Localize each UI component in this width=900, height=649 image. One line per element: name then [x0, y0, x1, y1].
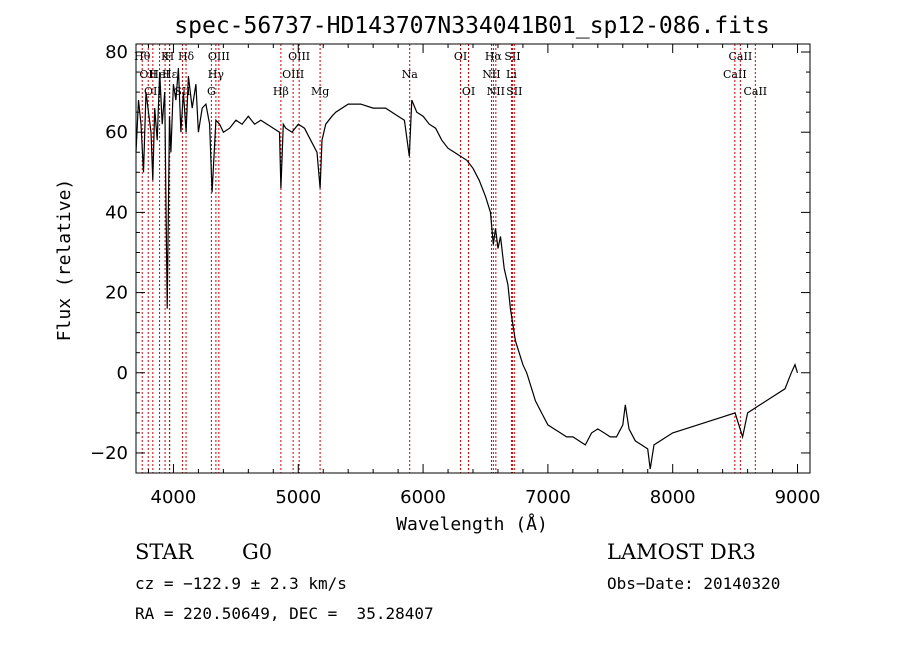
line-label-nii: NII [487, 85, 505, 98]
line-label-sii: SII [174, 85, 190, 98]
line-label-h: H [165, 50, 175, 63]
line-label-k: K [161, 50, 170, 63]
ra-dec-coordinates: RA = 220.50649, DEC = 35.28407 [135, 604, 434, 623]
x-tick-label: 5000 [275, 487, 321, 508]
line-label-oiii: OIII [208, 50, 230, 63]
plot-frame [135, 43, 811, 474]
line-label-caii: CaII [729, 50, 753, 63]
y-tick-label: 20 [105, 283, 128, 304]
redshift-cz: cz = −122.9 ± 2.3 km/s [135, 574, 347, 593]
line-label-li: Li [506, 68, 517, 81]
line-label-hδ: Hδ [178, 50, 195, 63]
line-label-g: G [207, 85, 216, 98]
line-label-mg: Mg [311, 85, 329, 98]
spectral-line-markers [141, 44, 756, 473]
chart-title: spec-56737-HD143707N334041B01_sp12-086.f… [174, 13, 769, 39]
line-label-oiii: OIII [288, 50, 310, 63]
x-tick-label: 7000 [525, 487, 571, 508]
y-tick-label: 80 [105, 42, 128, 63]
observation-date: Obs−Date: 20140320 [607, 574, 781, 593]
x-axis-label: Wavelength (Å) [396, 513, 548, 535]
line-label-caii: CaII [723, 68, 747, 81]
line-label-na: Na [402, 68, 419, 81]
line-label-sii: SII [506, 85, 522, 98]
line-label-oiii: OIII [282, 68, 304, 81]
line-label-nii: NII [482, 68, 500, 81]
line-label-oi: OI [454, 50, 467, 63]
x-tick-label: 8000 [650, 487, 696, 508]
survey-name: LAMOST DR3 [607, 540, 756, 564]
spectrum-line [135, 68, 799, 470]
y-tick-label: 60 [105, 122, 128, 143]
line-label-oii: OII [144, 85, 162, 98]
y-axis-label: Flux (relative) [54, 179, 75, 342]
y-tick-label: 40 [105, 202, 128, 223]
x-tick-label: 6000 [400, 487, 446, 508]
object-class: STAR [135, 540, 194, 564]
y-axis-ticks: −20 0 20 40 60 80 [90, 42, 810, 464]
y-tick-label: −20 [90, 443, 128, 464]
line-label-sii: SII [504, 50, 520, 63]
spectral-line-labels: HθOIIOIIHeIKHHεSIIHδGHγOIIIHβOIIIOIIIMgN… [134, 50, 767, 98]
line-label-hβ: Hβ [273, 85, 289, 98]
line-label-caii: CaII [743, 85, 767, 98]
line-label-hα: Hα [485, 50, 503, 63]
line-label-hε: Hε [162, 68, 178, 81]
x-axis-ticks: 4000 5000 6000 7000 8000 9000 [147, 44, 821, 508]
y-tick-label: 0 [117, 363, 128, 384]
x-tick-label: 9000 [775, 487, 821, 508]
line-label-oi: OI [462, 85, 475, 98]
spectral-subclass: G0 [242, 540, 273, 564]
line-label-hγ: Hγ [208, 68, 225, 81]
line-label-hθ: Hθ [134, 50, 151, 63]
x-tick-label: 4000 [151, 487, 197, 508]
line-label-oii: OII [139, 68, 157, 81]
